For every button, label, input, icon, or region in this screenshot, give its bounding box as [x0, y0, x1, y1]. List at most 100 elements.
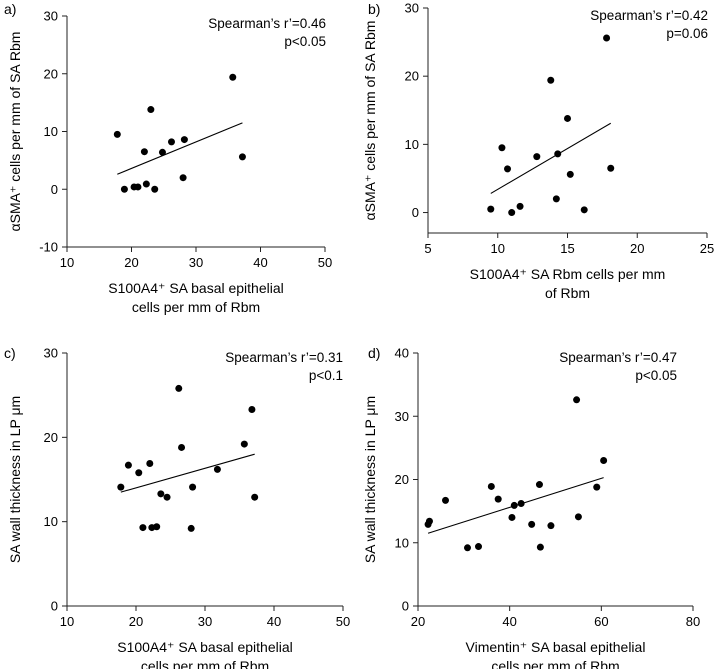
x-axis-label: S100A4⁺ SA Rbm cells per mm — [470, 266, 666, 282]
data-point — [153, 523, 161, 531]
x-tick-label: 10 — [491, 241, 505, 256]
panel-label: b) — [368, 1, 380, 17]
data-point — [535, 481, 543, 489]
data-point — [251, 493, 259, 501]
y-tick-label: 0 — [402, 599, 409, 614]
data-point — [487, 205, 495, 213]
x-tick-label: 25 — [700, 241, 714, 256]
data-point — [179, 174, 187, 182]
y-tick-label: 10 — [405, 137, 419, 152]
stat-annotation: p<0.1 — [309, 368, 343, 383]
data-point — [142, 180, 150, 188]
y-tick-label: 30 — [395, 409, 409, 424]
data-point — [425, 517, 433, 525]
x-axis-label: cells per mm of Rbm — [141, 658, 269, 669]
data-point — [187, 524, 195, 532]
data-point — [151, 185, 159, 193]
panel-label: d) — [368, 345, 380, 361]
x-tick-label: 50 — [318, 255, 332, 270]
data-point — [487, 482, 495, 490]
y-tick-label: 30 — [44, 346, 58, 361]
x-axis-label: cells per mm of Rbm — [491, 658, 619, 669]
data-point — [528, 520, 536, 528]
stat-annotation: p<0.05 — [284, 34, 326, 49]
data-point — [113, 130, 121, 138]
data-point — [494, 495, 502, 503]
data-point — [120, 185, 128, 193]
x-tick-label: 20 — [124, 255, 138, 270]
y-axis-label: SA wall thickness in LP μm — [362, 396, 378, 563]
regression-line — [490, 122, 612, 194]
chart-panel-b: 5 10 15 20 25 0 10 20 30 b) αSMA⁺ cells per mm of … — [362, 1, 714, 302]
data-point — [603, 34, 611, 42]
data-point — [140, 148, 148, 156]
data-point — [504, 165, 512, 173]
x-tick-label: 20 — [411, 614, 425, 629]
data-point — [516, 202, 524, 210]
data-point — [117, 483, 125, 491]
y-axis-label: αSMA⁺ cells per mm of SA Rbm — [7, 32, 23, 232]
stat-annotation: Spearman’s r’=0.46 — [208, 16, 326, 31]
data-point — [508, 209, 516, 217]
data-point — [573, 396, 581, 404]
data-point — [564, 114, 571, 122]
data-point — [547, 522, 555, 530]
regression-line — [120, 453, 255, 493]
data-point — [547, 76, 555, 84]
y-tick-label: 30 — [405, 1, 419, 16]
data-point — [180, 136, 188, 144]
x-tick-label: 10 — [60, 255, 74, 270]
data-point — [135, 469, 143, 477]
data-point — [600, 457, 608, 465]
data-point — [475, 543, 482, 551]
stat-annotation: p=0.06 — [666, 26, 708, 41]
data-point — [533, 153, 541, 161]
data-point — [213, 465, 221, 473]
data-point — [498, 144, 506, 152]
data-point — [146, 459, 154, 467]
data-point — [139, 524, 147, 532]
data-point — [248, 406, 256, 414]
panel-label: a) — [4, 1, 16, 17]
x-tick-label: 30 — [198, 614, 212, 629]
x-axis-label: S100A4⁺ SA basal epithelial — [117, 639, 293, 655]
x-tick-label: 40 — [253, 255, 267, 270]
data-point — [593, 483, 601, 491]
x-tick-label: 5 — [424, 241, 431, 256]
y-tick-label: 20 — [44, 430, 58, 445]
y-tick-label: 30 — [44, 9, 58, 24]
data-point — [580, 206, 588, 214]
x-axis-label: cells per mm of Rbm — [132, 299, 260, 315]
stat-annotation: Spearman’s r’=0.42 — [590, 8, 708, 23]
data-point — [464, 544, 471, 552]
data-point — [238, 153, 246, 161]
data-point — [607, 164, 615, 172]
data-point — [574, 513, 582, 521]
panel-label: c) — [4, 345, 16, 361]
y-tick-label: 40 — [395, 346, 409, 361]
x-tick-label: 10 — [60, 614, 74, 629]
chart-panel-d: 20 40 60 80 0 10 20 30 40 d) SA wall thickness in … — [362, 345, 700, 669]
data-point — [175, 384, 183, 392]
data-point — [157, 490, 165, 498]
chart-panel-a: 10 20 30 40 50 -10 0 10 20 30 a) αSMA⁺ cells per mm… — [4, 1, 332, 315]
data-point — [178, 443, 186, 451]
data-point — [566, 170, 574, 178]
y-tick-label: 0 — [51, 182, 58, 197]
data-point — [163, 493, 171, 501]
y-tick-label: 0 — [51, 599, 58, 614]
stat-annotation: Spearman’s r’=0.31 — [225, 350, 343, 365]
x-axis-label: Vimentin⁺ SA basal epithelial — [466, 639, 646, 655]
x-tick-label: 15 — [560, 241, 574, 256]
data-point — [167, 138, 175, 146]
x-axis-label: S100A4⁺ SA basal epithelial — [108, 280, 284, 296]
x-tick-label: 50 — [336, 614, 350, 629]
data-point — [554, 150, 562, 158]
data-point — [240, 440, 248, 448]
y-tick-label: 20 — [44, 66, 58, 81]
data-point — [158, 148, 166, 156]
y-tick-label: 10 — [44, 514, 58, 529]
data-point — [147, 106, 155, 114]
data-point — [510, 501, 518, 509]
